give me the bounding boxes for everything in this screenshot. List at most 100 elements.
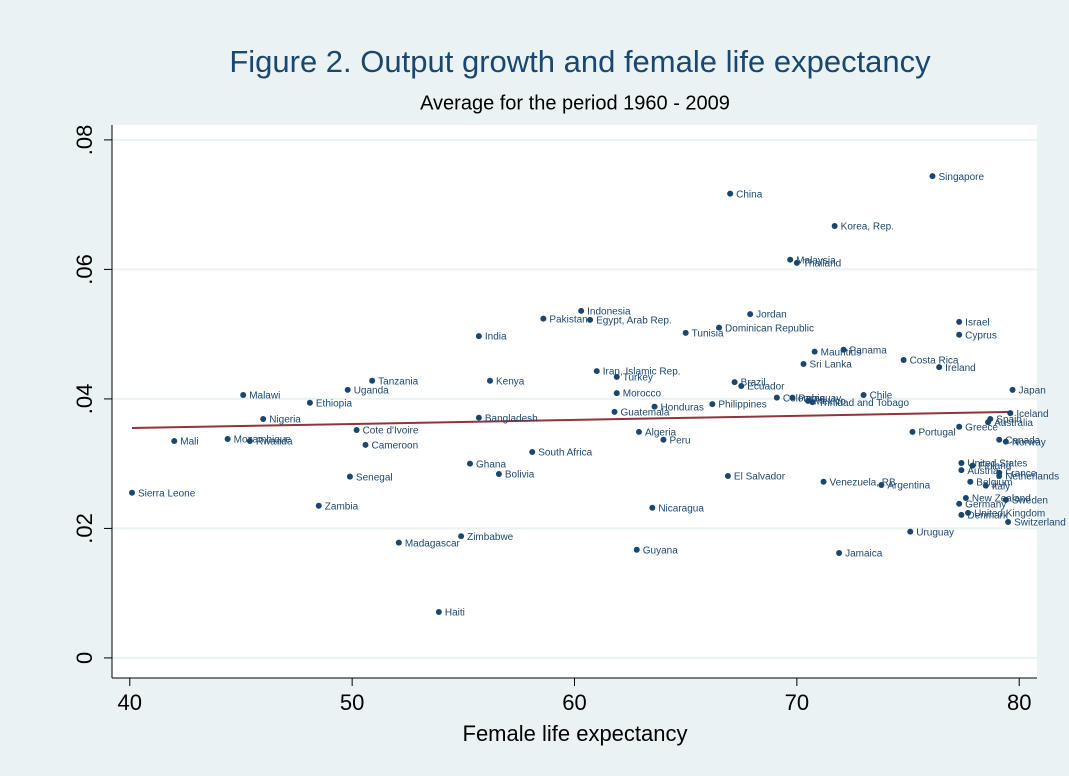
point [716,324,723,331]
point [860,392,867,399]
point [956,318,963,325]
point [458,533,465,540]
point [956,500,963,507]
point [246,438,253,444]
point-label: Austria [967,466,999,477]
point-label: Mexico [814,396,846,407]
point [475,414,482,421]
point-label: Panama [850,345,888,356]
x-axis-label: Female life expectancy [463,721,688,746]
point [587,316,594,323]
point [958,467,965,474]
point [466,460,473,467]
point-label: Malawi [249,391,280,402]
point-label: Denmark [967,510,1009,521]
point [820,478,827,485]
point [578,307,585,314]
chart-subtitle: Average for the period 1960 - 2009 [420,92,730,114]
point-label: Bolivia [505,470,535,481]
point-label: Venezuela, RB [830,477,896,488]
point [724,472,731,479]
x-tick-label: 40 [118,690,142,715]
point [811,348,818,355]
point-label: Uganda [354,385,389,396]
point-label: Dominican Republic [725,323,814,334]
point-label: Colombia [783,393,826,404]
point [738,382,745,389]
point-label: Guatemala [621,408,670,419]
chart-title: Figure 2. Output growth and female life … [229,44,931,79]
point-label: Thailand [803,259,841,270]
point [727,190,734,197]
point-label: Morocco [623,389,662,400]
point [306,399,313,406]
point [900,357,907,364]
grid [112,138,1037,659]
point [965,509,972,516]
point [967,478,974,485]
point [260,415,267,422]
point-label: Nigeria [269,415,301,426]
plot-area [112,125,1037,678]
point-label: Sweden [1012,496,1048,507]
point [789,394,796,401]
point [1005,518,1012,525]
point-label: Zambia [325,501,359,512]
point [747,311,754,318]
point-label: China [736,189,763,200]
point-label: Japan [1019,385,1046,396]
point-label: Pakistan [549,314,587,325]
point-label: Paraguay [798,393,841,404]
point-label: South Africa [538,448,592,459]
point-label: Ireland [945,363,976,374]
point-label: Senegal [356,472,393,483]
point-label: Bangladesh [485,413,538,424]
point [800,360,807,367]
point-label: Germany [965,499,1006,510]
point-label: Nicaragua [658,503,704,514]
point-label: Philippines [718,400,766,411]
point [731,379,738,386]
point-label: Peru [669,435,690,446]
point-label: Sri Lanka [810,360,853,371]
point-label: Australia [994,418,1033,429]
point [962,494,969,501]
point-label: Mozambique [234,435,292,446]
point-label: Haiti [445,608,465,619]
point [611,408,618,415]
x-tick-label: 80 [1007,690,1031,715]
x-tick-label: 60 [562,690,586,715]
point-label: Greece [965,422,998,433]
point [649,504,656,511]
point [969,462,976,469]
point-label: Sierra Leone [138,488,196,499]
x-tick-label: 50 [340,690,364,715]
point-label: Belgium [976,477,1012,488]
point [809,399,816,406]
point [956,331,963,338]
point [936,364,943,371]
point [129,489,136,496]
point-label: Honduras [661,402,704,413]
point-label: Norway [1012,437,1046,448]
point-label: Indonesia [587,306,631,317]
point-label: Rwanda [256,437,293,448]
point-label: Spain [996,415,1022,426]
point-label: Mali [180,437,198,448]
point [956,423,963,430]
point [958,511,965,518]
fit-line [131,410,1013,430]
point [369,377,376,384]
point-label: Guyana [643,545,678,556]
point [1007,410,1014,417]
point-label: Netherlands [1005,472,1059,483]
point-label: Jamaica [845,549,883,560]
point [540,315,547,322]
point [836,550,843,557]
x-tick-label: 70 [785,690,809,715]
point-label: Jordan [756,310,787,321]
point [475,333,482,340]
point-label: Ecuador [747,382,785,393]
